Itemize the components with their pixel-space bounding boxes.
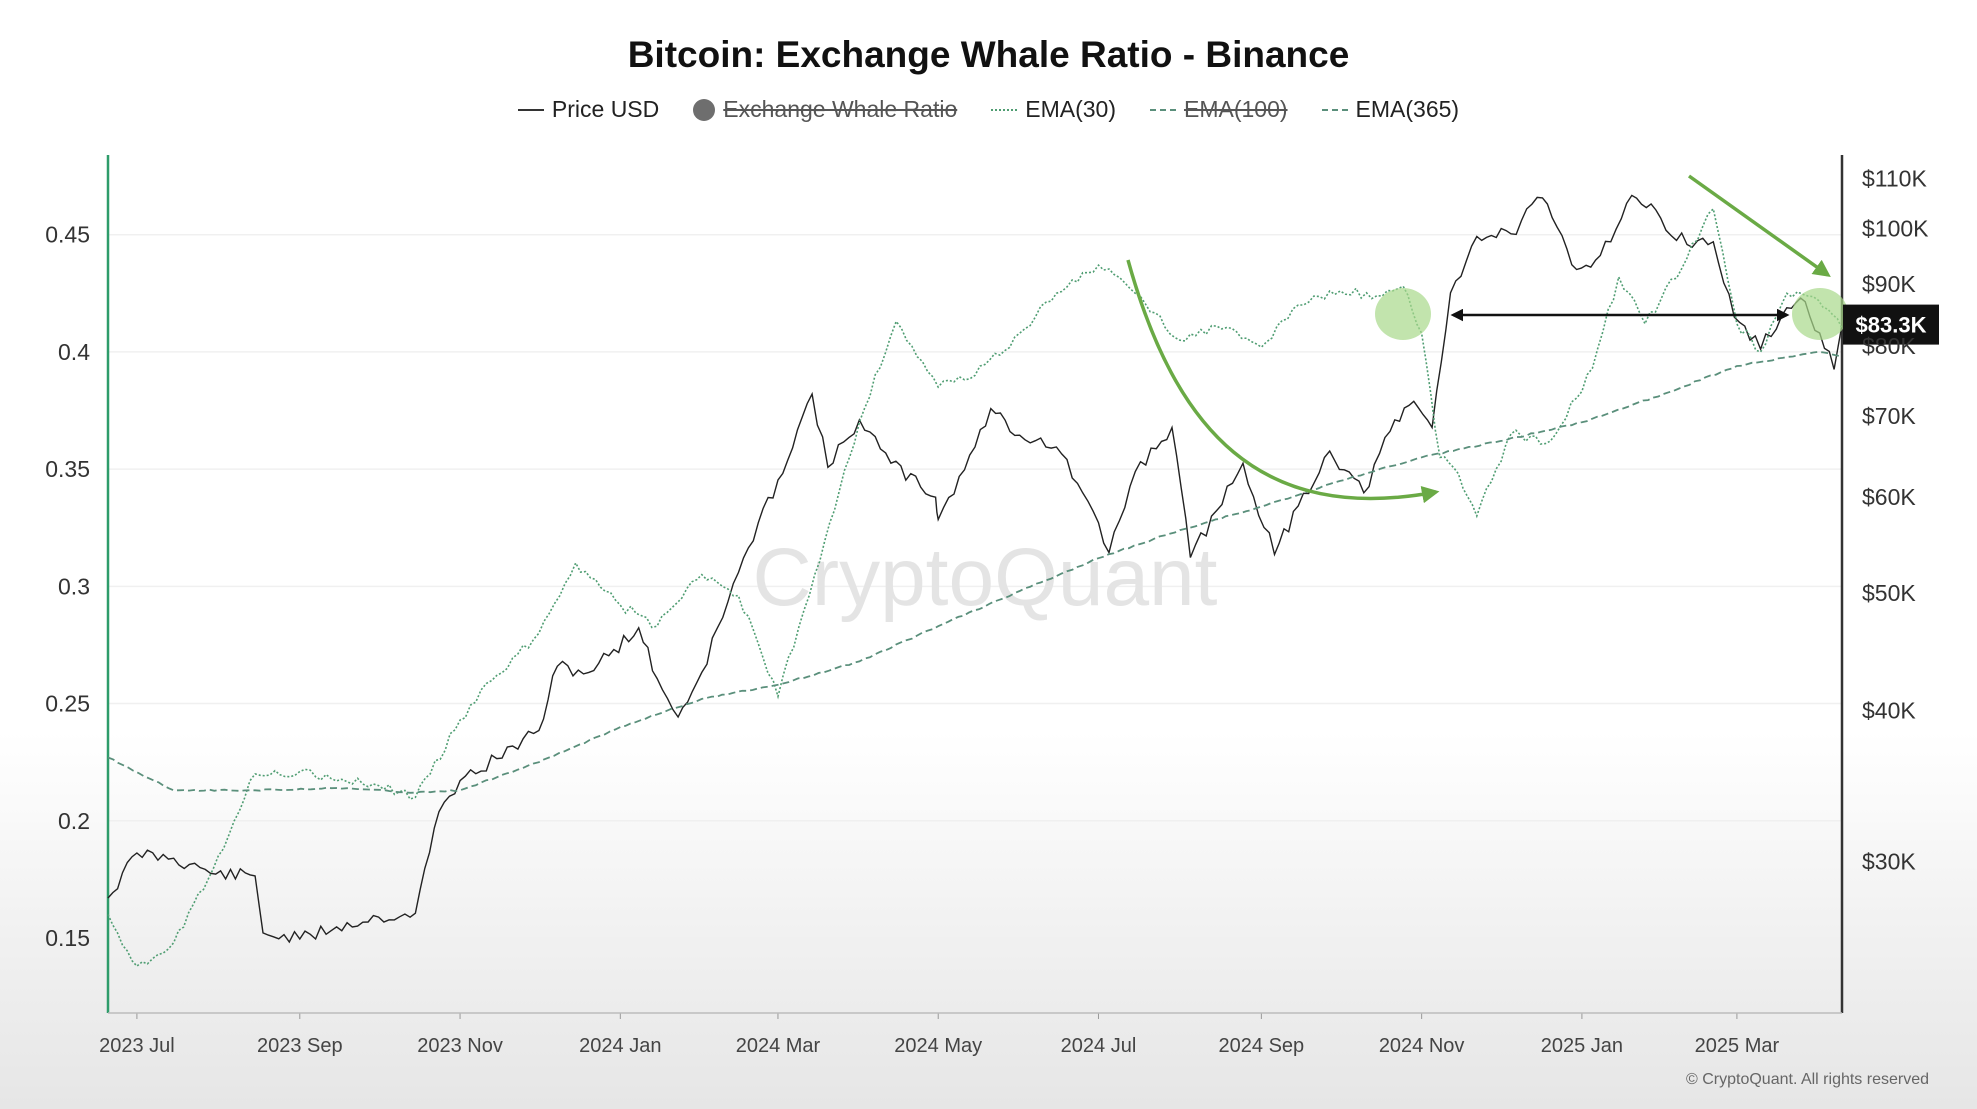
y-left-tick-label: 0.15	[45, 925, 90, 951]
x-tick-label: 2023 Sep	[257, 1035, 343, 1057]
legend-label: EMA(30)	[1025, 96, 1116, 122]
legend-label: Exchange Whale Ratio	[723, 96, 958, 122]
x-tick-label: 2024 Sep	[1219, 1035, 1305, 1057]
y-right-tick-label: $110K	[1862, 165, 1927, 191]
chart-title: Bitcoin: Exchange Whale Ratio - Binance	[627, 34, 1350, 75]
watermark: CryptoQuant	[753, 532, 1218, 623]
y-left-tick-label: 0.2	[58, 808, 90, 834]
price-badge-bg	[1843, 304, 1939, 345]
legend: Price USD Exchange Whale Ratio EMA(30) EMA(…	[0, 96, 1977, 123]
y-right-tick-label: $40K	[1862, 697, 1916, 723]
x-tick-label: 2024 Jul	[1061, 1035, 1137, 1057]
curved-arrow-annotation	[1126, 259, 1440, 504]
axis-labels: 0.15 0.2 0.25 0.3 0.35 0.4 0.45 $30K $40K $50K $60…	[45, 165, 1929, 1057]
x-tick-label: 2023 Nov	[417, 1035, 503, 1057]
series-line-ema-365	[107, 350, 1843, 794]
legend-swatch	[991, 108, 1018, 111]
y-left-tick-label: 0.25	[45, 691, 90, 717]
y-right-tick-label: $60K	[1862, 484, 1916, 510]
current-price-label: $83.3K	[1856, 313, 1927, 338]
legend-swatch	[517, 108, 544, 111]
y-left-tick-label: 0.45	[45, 222, 90, 248]
y-right-tick-label: $100K	[1862, 216, 1929, 242]
highlight-circle	[1375, 288, 1431, 340]
legend-item[interactable]: Price USD	[517, 96, 660, 123]
x-tick-label: 2024 Jan	[579, 1035, 661, 1057]
x-tick-label: 2024 Nov	[1379, 1035, 1465, 1057]
x-tick-label: 2023 Jul	[99, 1035, 175, 1057]
y-left-tick-label: 0.35	[45, 456, 90, 482]
annotations: $83.3K	[1126, 174, 1939, 504]
x-tick-label: 2025 Mar	[1695, 1035, 1780, 1057]
y-right-tick-label: $80K	[1862, 333, 1916, 359]
highlight-circle	[1792, 288, 1848, 340]
x-tick-label: 2025 Jan	[1541, 1035, 1623, 1057]
legend-item[interactable]: Exchange Whale Ratio	[693, 96, 957, 123]
legend-swatch	[1321, 108, 1348, 111]
y-right-tick-label: $90K	[1862, 271, 1916, 297]
y-right-tick-label: $70K	[1862, 403, 1916, 429]
copyright-notice: © CryptoQuant. All rights reserved	[1686, 1071, 1929, 1088]
legend-item[interactable]: EMA(30)	[991, 96, 1116, 123]
x-tick-label: 2024 May	[894, 1035, 982, 1057]
legend-item[interactable]: EMA(100)	[1149, 96, 1288, 123]
y-left-tick-label: 0.4	[58, 339, 90, 365]
legend-label: Price USD	[551, 96, 660, 122]
legend-swatch	[1149, 108, 1176, 111]
series-line-price-usd	[107, 194, 1843, 944]
legend-label: EMA(100)	[1183, 96, 1288, 122]
y-right-tick-label: $50K	[1862, 580, 1916, 606]
legend-swatch	[693, 98, 716, 121]
series-lines	[107, 194, 1843, 968]
y-left-tick-label: 0.3	[58, 573, 90, 599]
legend-item[interactable]: EMA(365)	[1321, 96, 1460, 123]
gridlines	[108, 233, 1842, 939]
x-tick-label: 2024 Mar	[736, 1035, 821, 1057]
y-right-tick-label: $30K	[1862, 849, 1916, 875]
down-arrow-annotation	[1687, 174, 1831, 278]
legend-label: EMA(365)	[1355, 96, 1460, 122]
